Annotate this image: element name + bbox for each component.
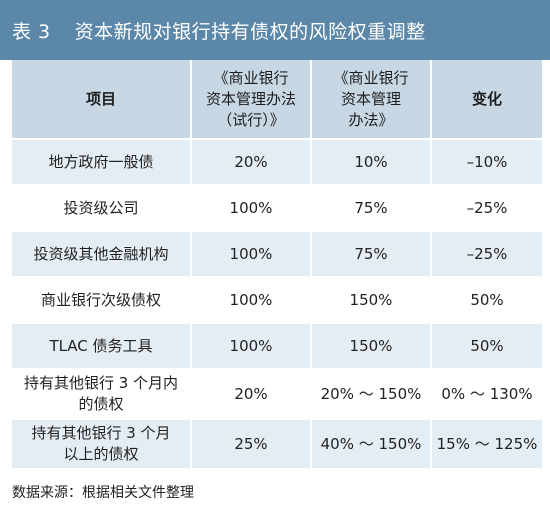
- header-new-measures: 《商业银行 资本管理 办法》: [312, 60, 432, 140]
- table-title-bar: 表 3 资本新规对银行持有债权的风险权重调整: [0, 0, 550, 60]
- header-item: 项目: [12, 60, 192, 140]
- cell-trial: 100%: [192, 186, 312, 232]
- cell-item: 持有其他银行 3 个月 以上的债权: [12, 420, 192, 470]
- cell-new: 10%: [312, 140, 432, 186]
- table-row: 持有其他银行 3 个月 以上的债权 25% 40% ～ 150% 15% ～ 1…: [12, 420, 542, 470]
- data-source-note: 数据来源：根据相关文件整理: [12, 485, 194, 501]
- cell-item: 投资级公司: [12, 186, 192, 232]
- table-row: 持有其他银行 3 个月内 的债权 20% 20% ～ 150% 0% ～ 130…: [12, 370, 542, 420]
- cell-trial: 25%: [192, 420, 312, 470]
- cell-change: 50%: [432, 324, 542, 370]
- cell-new: 40% ～ 150%: [312, 420, 432, 470]
- table-header-row: 项目 《商业银行 资本管理办法 （试行）》 《商业银行 资本管理 办法》 变化: [12, 60, 542, 140]
- cell-item: 投资级其他金融机构: [12, 232, 192, 278]
- header-trial-measures: 《商业银行 资本管理办法 （试行）》: [192, 60, 312, 140]
- cell-trial: 100%: [192, 278, 312, 324]
- cell-change: 50%: [432, 278, 542, 324]
- table-row: 商业银行次级债权 100% 150% 50%: [12, 278, 542, 324]
- cell-item: 商业银行次级债权: [12, 278, 192, 324]
- cell-new: 150%: [312, 278, 432, 324]
- cell-item: 地方政府一般债: [12, 140, 192, 186]
- cell-new: 20% ～ 150%: [312, 370, 432, 420]
- table-row: 地方政府一般债 20% 10% –10%: [12, 140, 542, 186]
- cell-change: 15% ～ 125%: [432, 420, 542, 470]
- cell-trial: 100%: [192, 232, 312, 278]
- cell-change: 0% ～ 130%: [432, 370, 542, 420]
- table-row: 投资级公司 100% 75% –25%: [12, 186, 542, 232]
- cell-change: –25%: [432, 232, 542, 278]
- cell-new: 75%: [312, 186, 432, 232]
- cell-change: –10%: [432, 140, 542, 186]
- cell-item: TLAC 债务工具: [12, 324, 192, 370]
- cell-new: 75%: [312, 232, 432, 278]
- table-title: 资本新规对银行持有债权的风险权重调整: [74, 20, 426, 43]
- cell-new: 150%: [312, 324, 432, 370]
- header-change: 变化: [432, 60, 542, 140]
- risk-weight-table: 项目 《商业银行 资本管理办法 （试行）》 《商业银行 资本管理 办法》 变化: [12, 60, 542, 470]
- cell-trial: 20%: [192, 370, 312, 420]
- table-row: TLAC 债务工具 100% 150% 50%: [12, 324, 542, 370]
- cell-item: 持有其他银行 3 个月内 的债权: [12, 370, 192, 420]
- cell-change: –25%: [432, 186, 542, 232]
- table-number: 表 3: [12, 20, 51, 43]
- cell-trial: 20%: [192, 140, 312, 186]
- cell-trial: 100%: [192, 324, 312, 370]
- table-row: 投资级其他金融机构 100% 75% –25%: [12, 232, 542, 278]
